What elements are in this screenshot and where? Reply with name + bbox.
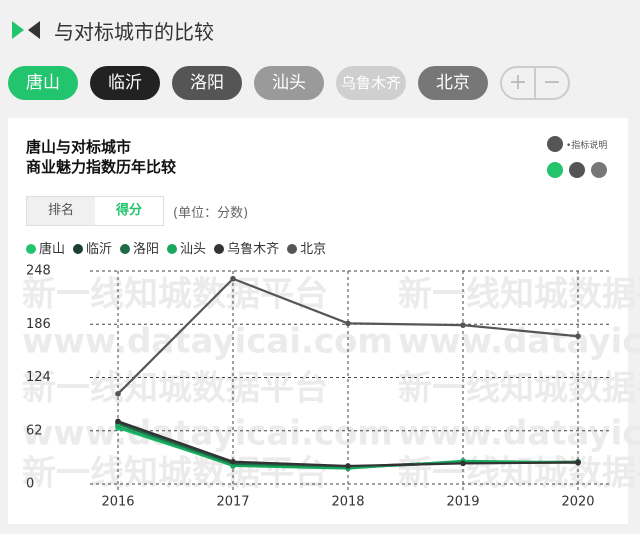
- point: [230, 458, 236, 465]
- watermark: 新一线知城数据平台: [398, 275, 640, 315]
- x-tick-label: 2020: [561, 495, 594, 510]
- logo: [12, 21, 40, 39]
- point: [115, 418, 121, 425]
- point: [345, 463, 351, 469]
- legend-swatch: [26, 244, 36, 254]
- legend-swatch: [120, 244, 131, 254]
- legend-swatch: [214, 244, 225, 254]
- tab[interactable]: 汕头: [254, 66, 324, 100]
- icon-button[interactable]: [591, 162, 607, 178]
- watermark: 新一线知城数据平台: [22, 275, 328, 315]
- tab[interactable]: 唐山: [8, 66, 78, 100]
- point: [575, 333, 581, 340]
- legend-item[interactable]: 洛阳: [120, 238, 159, 257]
- legend-label: 北京: [300, 242, 327, 257]
- legend-swatch: [167, 244, 178, 254]
- watermark: www.datayicai.com: [398, 414, 640, 454]
- help-text[interactable]: •指标说明: [566, 141, 608, 151]
- tab[interactable]: 乌鲁木齐: [336, 66, 406, 100]
- legend-item[interactable]: 临沂: [73, 238, 112, 257]
- legend-swatch: [73, 244, 84, 254]
- zoom-out[interactable]: −: [542, 70, 562, 95]
- point: [230, 463, 236, 469]
- card-title: 唐山与对标城市: [26, 138, 132, 156]
- x-tick-label: 2016: [101, 495, 134, 510]
- page-title: 与对标城市的比较: [54, 20, 214, 44]
- legend-label: 乌鲁木齐: [227, 242, 280, 257]
- y-tick-label: 124: [26, 370, 51, 385]
- tab[interactable]: 临沂: [90, 66, 160, 100]
- x-tick-label: 2018: [331, 495, 364, 510]
- watermark: 新一线知城数据平台: [22, 454, 328, 494]
- y-tick-label: 186: [26, 317, 51, 332]
- card: [8, 118, 628, 524]
- watermark: www.datayicai.com: [22, 322, 393, 362]
- icon-button[interactable]: [547, 162, 563, 178]
- watermark: 新一线知城数据平台: [398, 369, 640, 409]
- card-title: 商业魅力指数历年比较: [26, 158, 177, 176]
- point: [345, 320, 351, 327]
- x-tick-label: 2017: [216, 495, 249, 510]
- legend-label: 汕头: [180, 242, 207, 257]
- legend-label: 唐山: [39, 242, 66, 257]
- legend-item[interactable]: 唐山: [26, 238, 65, 257]
- legend-item[interactable]: 北京: [287, 238, 326, 257]
- icon-button[interactable]: [569, 162, 585, 178]
- unit-label: (单位：分数): [173, 206, 249, 221]
- legend-item[interactable]: 乌鲁木齐: [214, 238, 279, 257]
- chart: 新一线知城数据平台新一线知城数据平台www.datayicai.comwww.d…: [22, 264, 640, 510]
- toggle-score[interactable]: 得分: [115, 203, 142, 218]
- point: [575, 459, 581, 466]
- legend-label: 洛阳: [133, 242, 160, 257]
- watermark: www.datayicai.com: [22, 414, 393, 454]
- tab[interactable]: 北京: [418, 66, 488, 100]
- legend: 唐山 临沂 洛阳 汕头 乌鲁木齐 北京: [26, 238, 326, 257]
- toggle: 排名 得分: [26, 196, 164, 226]
- watermark: 新一线知城数据平台: [22, 369, 328, 409]
- watermark: www.datayicai.com: [398, 322, 640, 362]
- help-icon[interactable]: [547, 136, 563, 152]
- legend-swatch: [287, 244, 298, 254]
- point: [115, 391, 121, 397]
- y-tick-label: 248: [26, 264, 51, 279]
- zoom-in[interactable]: +: [502, 68, 536, 98]
- watermark: 新一线知城数据平台: [398, 454, 640, 494]
- x-tick-label: 2019: [446, 495, 479, 510]
- zoom-control: + −: [500, 66, 570, 100]
- legend-item[interactable]: 汕头: [167, 238, 206, 257]
- y-tick-label: 62: [26, 423, 43, 438]
- point: [460, 460, 466, 467]
- toggle-rank[interactable]: 排名: [27, 197, 95, 225]
- point: [460, 322, 466, 328]
- tab[interactable]: 洛阳: [172, 66, 242, 100]
- point: [115, 423, 121, 430]
- y-tick-label: 0: [26, 477, 34, 492]
- legend-label: 临沂: [86, 242, 113, 257]
- point: [230, 275, 236, 282]
